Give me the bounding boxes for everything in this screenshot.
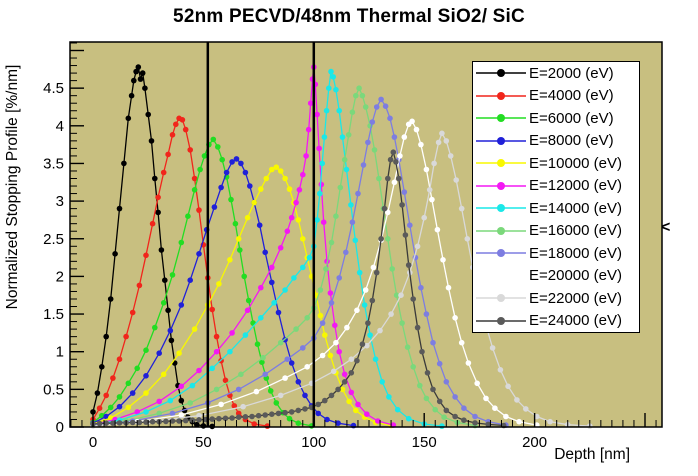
legend-item-label: E=12000 (eV) [529,177,622,195]
legend-item-label: E=24000 (eV) [529,312,622,330]
y-tick-label: 1 [56,344,64,361]
legend-item: E=10000 (eV) [473,152,639,174]
legend-item: E=16000 (eV) [473,220,639,242]
series-20000 [90,118,540,429]
legend-item-label: E=16000 (eV) [529,222,622,240]
y-tick-label: 0 [56,419,64,436]
series-12000 [90,64,397,428]
x-tick-label: 50 [195,434,212,451]
legend-marker-icon [476,316,526,325]
legend-marker-icon [476,91,526,100]
legend: E=2000 (eV) E=4000 (eV) E=6000 (eV) E=8000 … [472,61,640,333]
x-tick-label: 0 [89,434,97,451]
legend-marker-icon [476,159,526,168]
legend-item: E=8000 (eV) [473,130,639,152]
series-4000 [90,115,271,429]
legend-item: E=20000 (eV) [473,265,639,287]
x-tick-label: 150 [412,434,437,451]
legend-marker-icon [476,136,526,145]
legend-item: E=4000 (eV) [473,85,639,107]
legend-marker-icon [476,294,526,303]
y-tick-label: 2 [56,268,64,285]
legend-item-label: E=10000 (eV) [529,154,622,172]
legend-item: E=24000 (eV) [473,310,639,332]
legend-item-label: E=22000 (eV) [529,289,622,307]
x-axis: 0 50 100 150 200 [70,413,657,451]
x-axis-label: Depth [nm] [554,446,630,463]
series-18000 [90,96,509,429]
y-axis: 0 0.5 1 1.5 2 2.5 3 3.5 4 4.5 [43,42,84,436]
y-tick-label: 3.5 [43,155,64,172]
legend-marker-icon [476,204,526,213]
legend-marker-icon [476,226,526,235]
legend-item-label: E=4000 (eV) [529,87,614,105]
y-tick-label: 2.5 [43,231,64,248]
plot-frame [69,41,663,428]
legend-item-label: E=14000 (eV) [529,199,622,217]
legend-item: E=12000 (eV) [473,175,639,197]
legend-item: E=6000 (eV) [473,107,639,129]
series-16000 [90,85,478,429]
legend-item: E=22000 (eV) [473,287,639,309]
series-14000 [90,68,445,429]
y-tick-label: 4 [56,118,64,135]
legend-marker-icon [476,69,526,78]
x-tick-label: 100 [301,434,326,451]
legend-item-label: E=20000 (eV) [529,267,622,285]
y-tick-label: 3 [56,193,64,210]
legend-item-label: E=6000 (eV) [529,109,614,127]
legend-item: E=2000 (eV) [473,62,639,84]
legend-item-label: E=18000 (eV) [529,244,622,262]
right-caret-label: < [661,219,671,236]
legend-item: E=18000 (eV) [473,242,639,264]
legend-marker-icon [476,114,526,123]
y-tick-label: 4.5 [43,80,64,97]
legend-marker-icon [476,181,526,190]
legend-marker-icon [476,271,526,280]
legend-item: E=14000 (eV) [473,197,639,219]
y-tick-label: 0.5 [43,381,64,398]
x-tick-label: 200 [522,434,547,451]
chart-title: 52nm PECVD/48nm Thermal SiO2/ SiC [173,6,525,27]
legend-marker-icon [476,249,526,258]
legend-item-label: E=8000 (eV) [529,132,614,150]
legend-item-label: E=2000 (eV) [529,64,614,82]
series-2000 [90,64,215,430]
y-tick-label: 1.5 [43,306,64,323]
